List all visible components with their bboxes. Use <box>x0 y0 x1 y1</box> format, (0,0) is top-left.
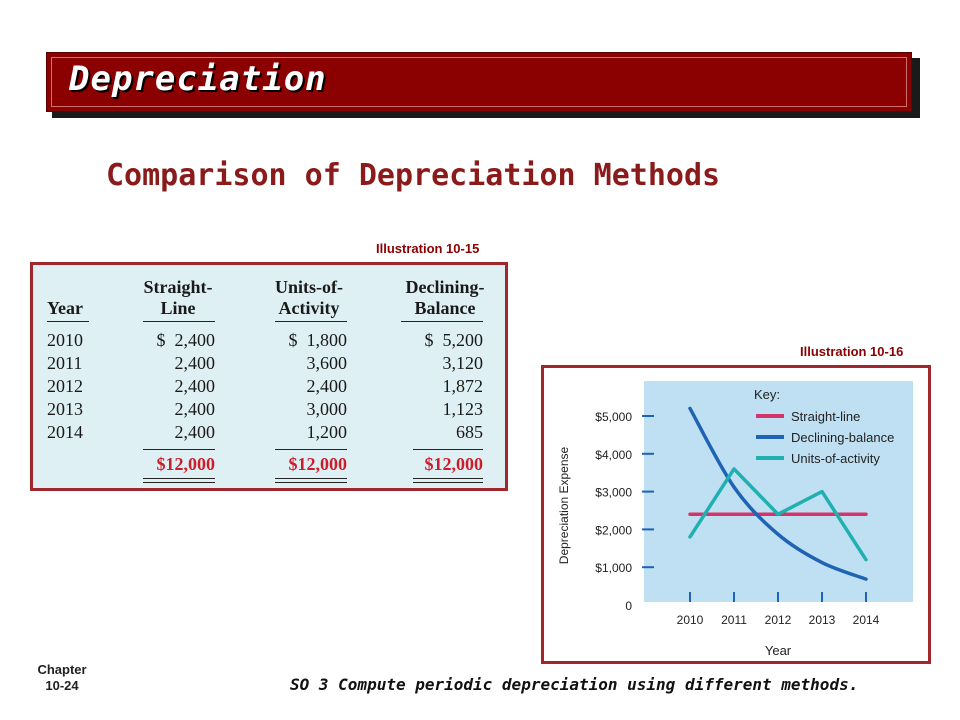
x-tick-label: 2013 <box>809 613 836 627</box>
declining-total: $12,000 <box>424 454 484 474</box>
y-tick-label: 0 <box>625 599 632 613</box>
declining-double-rule-1 <box>413 478 483 479</box>
header-year-underline <box>47 321 89 322</box>
y-axis-label: Depreciation Expense <box>557 446 571 564</box>
header-year: Year <box>47 277 97 319</box>
illustration-table-label: Illustration 10-15 <box>376 241 480 256</box>
x-tick-label: 2010 <box>677 613 704 627</box>
banner-title: Depreciation <box>69 59 327 99</box>
table-cell-declining: 1,872 <box>442 376 484 396</box>
legend-label-declining-balance: Declining-balance <box>791 430 894 445</box>
straight-total: $12,000 <box>156 454 216 474</box>
y-tick-label: $1,000 <box>595 561 632 575</box>
x-tick-label: 2014 <box>853 613 880 627</box>
header-units-line2: Activity <box>278 298 340 318</box>
series-line-declining-balance <box>688 406 868 581</box>
table-cell-straight: 2,400 <box>174 422 216 442</box>
x-tick-label: 2012 <box>765 613 792 627</box>
table-cell-year: 2011 <box>47 353 83 373</box>
table-cell-declining: 685 <box>456 422 483 442</box>
header-units-underline <box>275 321 347 322</box>
table-cell-units: 3,600 <box>306 353 348 373</box>
depreciation-chart-frame: 0 $1,000 $2,000 $3,000 $4,000 $5,000 2010 2011 2… <box>541 365 931 664</box>
y-tick-label: $2,000 <box>595 523 632 537</box>
x-tick-label: 2011 <box>721 613 747 627</box>
banner-inner-border <box>51 57 907 107</box>
table-cell-straight: $ 2,400 <box>156 330 216 350</box>
table-cell-declining: 3,120 <box>442 353 484 373</box>
units-subtotal-rule <box>275 449 347 450</box>
straight-double-rule-2 <box>143 482 215 483</box>
straight-subtotal-rule <box>143 449 215 450</box>
header-declining-line2: Balance <box>414 298 476 318</box>
table-cell-straight: 2,400 <box>174 399 216 419</box>
header-straight-line2: Line <box>160 298 196 318</box>
table-cell-year: 2010 <box>47 330 83 350</box>
table-content: Year Straight- Line Units-of- Activity D… <box>33 265 505 488</box>
header-straight-underline <box>143 321 215 322</box>
y-tick-label: $5,000 <box>595 410 632 424</box>
header-straight-line1: Straight- <box>143 277 213 297</box>
title-banner: Depreciation <box>46 52 912 112</box>
table-cell-units: 1,200 <box>306 422 348 442</box>
study-objective: SO 3 Compute periodic depreciation using… <box>290 675 859 694</box>
y-tick-label: $4,000 <box>595 448 632 462</box>
table-cell-year: 2012 <box>47 376 83 396</box>
declining-double-rule-2 <box>413 482 483 483</box>
table-cell-declining: 1,123 <box>442 399 484 419</box>
chapter-label: Chapter 10-24 <box>22 662 102 694</box>
header-straight-line: Straight- Line <box>133 277 223 319</box>
table-cell-year: 2013 <box>47 399 83 419</box>
header-declining-balance: Declining- Balance <box>393 277 497 319</box>
illustration-chart-label: Illustration 10-16 <box>800 344 904 359</box>
x-axis-label: Year <box>765 643 792 658</box>
chapter-line1: Chapter <box>37 662 87 677</box>
straight-double-rule-1 <box>143 478 215 479</box>
legend-label-straight-line: Straight-line <box>791 409 860 424</box>
table-cell-declining: $ 5,200 <box>424 330 484 350</box>
legend-title: Key: <box>754 387 780 402</box>
header-declining-underline <box>401 321 483 322</box>
chapter-line2: 10-24 <box>45 678 79 693</box>
declining-subtotal-rule <box>413 449 483 450</box>
header-year-line1 <box>47 277 97 298</box>
depreciation-table: Year Straight- Line Units-of- Activity D… <box>30 262 508 491</box>
slide-title: Comparison of Depreciation Methods <box>106 158 721 193</box>
y-tick-label: $3,000 <box>595 486 632 500</box>
units-double-rule-2 <box>275 482 347 483</box>
depreciation-chart: 0 $1,000 $2,000 $3,000 $4,000 $5,000 2010 2011 2… <box>557 381 913 658</box>
table-cell-units: 2,400 <box>306 376 348 396</box>
legend-label-units-of-activity: Units-of-activity <box>791 451 880 466</box>
table-cell-units: 3,000 <box>306 399 348 419</box>
units-double-rule-1 <box>275 478 347 479</box>
header-declining-line1: Declining- <box>405 277 485 297</box>
header-units-line1: Units-of- <box>275 277 343 297</box>
series-line-units-of-activity <box>688 467 868 562</box>
header-year-line2: Year <box>47 298 83 318</box>
header-units-activity: Units-of- Activity <box>261 277 357 319</box>
table-cell-year: 2014 <box>47 422 83 442</box>
table-cell-straight: 2,400 <box>174 353 216 373</box>
table-cell-units: $ 1,800 <box>288 330 348 350</box>
table-cell-straight: 2,400 <box>174 376 216 396</box>
units-total: $12,000 <box>288 454 348 474</box>
